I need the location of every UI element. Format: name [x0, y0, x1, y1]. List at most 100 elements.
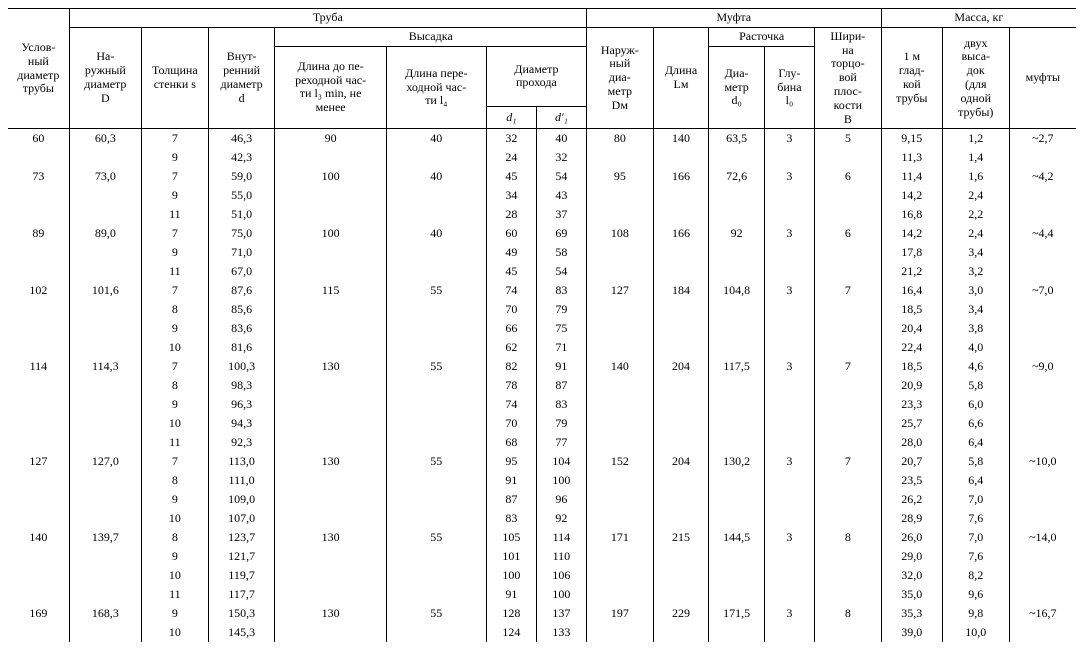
cell-l0 — [764, 300, 814, 319]
cell-m3 — [1009, 433, 1076, 452]
cell-d1: 34 — [486, 186, 536, 205]
cell-l3: 100 — [275, 224, 386, 243]
table-body: 6060,3746,3904032408014063,5359,151,2~2,… — [8, 129, 1076, 643]
cell-d: 92,3 — [208, 433, 275, 452]
cell-Dm — [586, 300, 653, 319]
cell-D — [69, 623, 141, 642]
cell-m2: 2,2 — [942, 205, 1009, 224]
cell-l4 — [386, 319, 486, 338]
cell-c0 — [8, 186, 69, 205]
hdr-d1: d₁ — [486, 107, 536, 129]
table-row: 8989,0775,0100406069108166923614,22,4~4,… — [8, 224, 1076, 243]
cell-D: 89,0 — [69, 224, 141, 243]
cell-m1: 16,4 — [881, 281, 942, 300]
cell-d: 117,7 — [208, 585, 275, 604]
cell-m2: 3,2 — [942, 262, 1009, 281]
cell-l4 — [386, 262, 486, 281]
cell-d1: 70 — [486, 300, 536, 319]
table-row: 1151,0283716,82,2 — [8, 205, 1076, 224]
cell-l4 — [386, 205, 486, 224]
cell-d1p: 91 — [536, 357, 586, 376]
cell-B — [814, 414, 881, 433]
cell-l3 — [275, 471, 386, 490]
cell-Lm — [653, 319, 709, 338]
cell-m1: 14,2 — [881, 186, 942, 205]
cell-d0: 104,8 — [709, 281, 765, 300]
cell-D: 139,7 — [69, 528, 141, 547]
cell-m3 — [1009, 338, 1076, 357]
cell-s: 7 — [141, 224, 208, 243]
cell-d1p: 92 — [536, 509, 586, 528]
cell-d: 111,0 — [208, 471, 275, 490]
cell-m2: 7,0 — [942, 528, 1009, 547]
cell-c0 — [8, 300, 69, 319]
cell-s: 7 — [141, 452, 208, 471]
cell-l0 — [764, 186, 814, 205]
cell-D — [69, 414, 141, 433]
cell-m2: 3,0 — [942, 281, 1009, 300]
table-row: 9109,0879626,27,0 — [8, 490, 1076, 509]
cell-D: 114,3 — [69, 357, 141, 376]
cell-m3 — [1009, 205, 1076, 224]
cell-d: 46,3 — [208, 129, 275, 149]
table-row: 10145,312413339,010,0 — [8, 623, 1076, 642]
cell-s: 9 — [141, 604, 208, 623]
cell-l4 — [386, 490, 486, 509]
cell-B — [814, 471, 881, 490]
cell-m2: 10,0 — [942, 623, 1009, 642]
cell-Dm: 197 — [586, 604, 653, 623]
cell-l3: 130 — [275, 357, 386, 376]
cell-B: 8 — [814, 604, 881, 623]
cell-d1: 91 — [486, 585, 536, 604]
cell-m2: 3,8 — [942, 319, 1009, 338]
cell-m1: 29,0 — [881, 547, 942, 566]
cell-m3: ~10,0 — [1009, 452, 1076, 471]
cell-s: 8 — [141, 528, 208, 547]
cell-d0 — [709, 566, 765, 585]
cell-m3 — [1009, 243, 1076, 262]
cell-Lm — [653, 585, 709, 604]
cell-d: 113,0 — [208, 452, 275, 471]
cell-d1p: 75 — [536, 319, 586, 338]
cell-d1: 95 — [486, 452, 536, 471]
cell-l4 — [386, 585, 486, 604]
cell-d0 — [709, 186, 765, 205]
cell-d0: 144,5 — [709, 528, 765, 547]
cell-d: 98,3 — [208, 376, 275, 395]
cell-l4 — [386, 566, 486, 585]
cell-m1: 26,0 — [881, 528, 942, 547]
cell-d0: 171,5 — [709, 604, 765, 623]
cell-d1p: 100 — [536, 585, 586, 604]
cell-d1: 82 — [486, 357, 536, 376]
table-row: 971,0495817,83,4 — [8, 243, 1076, 262]
cell-D — [69, 566, 141, 585]
cell-D — [69, 262, 141, 281]
cell-d0 — [709, 262, 765, 281]
cell-l3 — [275, 433, 386, 452]
pipe-spec-table: Услов-ныйдиаметртрубы Труба Муфта Масса,… — [8, 8, 1076, 642]
cell-d: 87,6 — [208, 281, 275, 300]
cell-B — [814, 623, 881, 642]
cell-s: 7 — [141, 167, 208, 186]
hdr-s: Толщинастенки s — [141, 27, 208, 129]
cell-m1: 28,9 — [881, 509, 942, 528]
cell-l3 — [275, 148, 386, 167]
cell-d0 — [709, 547, 765, 566]
cell-s: 10 — [141, 338, 208, 357]
cell-d1p: 71 — [536, 338, 586, 357]
cell-l4 — [386, 509, 486, 528]
cell-c0: 73 — [8, 167, 69, 186]
table-row: 1081,6627122,44,0 — [8, 338, 1076, 357]
cell-m1: 20,4 — [881, 319, 942, 338]
cell-c0 — [8, 623, 69, 642]
cell-l3: 115 — [275, 281, 386, 300]
cell-l4: 55 — [386, 528, 486, 547]
cell-Dm: 152 — [586, 452, 653, 471]
cell-Lm — [653, 262, 709, 281]
cell-s: 11 — [141, 205, 208, 224]
cell-B — [814, 300, 881, 319]
cell-m3 — [1009, 566, 1076, 585]
cell-Lm — [653, 376, 709, 395]
cell-D — [69, 376, 141, 395]
cell-l3 — [275, 300, 386, 319]
